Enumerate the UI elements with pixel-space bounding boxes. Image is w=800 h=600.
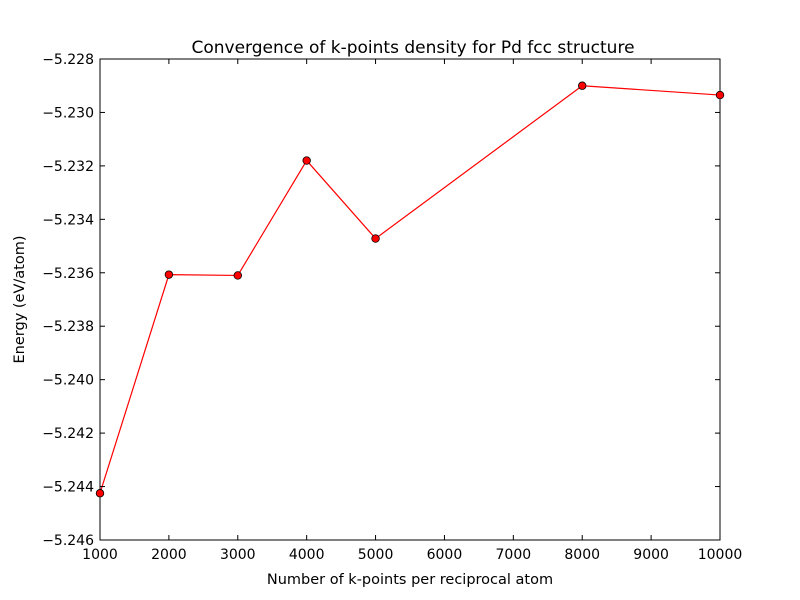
chart-title: Convergence of k-points density for Pd f… <box>191 38 634 58</box>
data-point <box>578 81 587 90</box>
y-tick-label: −5.244 <box>42 480 94 496</box>
data-point <box>233 271 242 280</box>
data-point <box>302 156 311 165</box>
x-tick-label: 8000 <box>564 547 600 563</box>
plot-area: 1000 2000 3000 4000 5000 6000 7000 8000 9000 1000… <box>42 52 742 563</box>
data-point <box>95 489 105 498</box>
y-tick-label: −5.234 <box>42 212 94 228</box>
y-axis-title: Energy (eV/atom) <box>12 236 28 364</box>
x-tick-label: 3000 <box>220 547 256 563</box>
x-tick-label: 4000 <box>289 547 325 563</box>
plot-frame <box>99 58 721 541</box>
series-layer <box>95 81 725 498</box>
x-tick-label: 10000 <box>698 547 743 563</box>
y-tick-label: −5.240 <box>42 373 94 389</box>
y-tick-label: −5.246 <box>42 533 94 549</box>
y-tick-label: −5.238 <box>42 319 94 335</box>
y-tick-label: −5.228 <box>42 52 94 68</box>
x-tick-label: 9000 <box>633 547 669 563</box>
data-point <box>164 270 174 279</box>
data-point <box>715 90 725 100</box>
x-axis-title: Number of k-points per reciprocal atom <box>267 572 553 588</box>
y-tick-label: −5.232 <box>42 159 94 175</box>
y-tick-label: −5.230 <box>42 105 94 121</box>
y-tick-label: −5.236 <box>42 266 94 282</box>
y-tick-label: −5.242 <box>42 426 94 442</box>
ticks-layer: 1000 2000 3000 4000 5000 6000 7000 8000 9000 1000… <box>42 52 742 563</box>
x-tick-label: 5000 <box>358 547 394 563</box>
x-tick-label: 2000 <box>151 547 187 563</box>
x-tick-label: 1000 <box>82 547 118 563</box>
data-point <box>371 234 380 243</box>
x-tick-label: 6000 <box>427 547 463 563</box>
x-tick-label: 7000 <box>496 547 532 563</box>
